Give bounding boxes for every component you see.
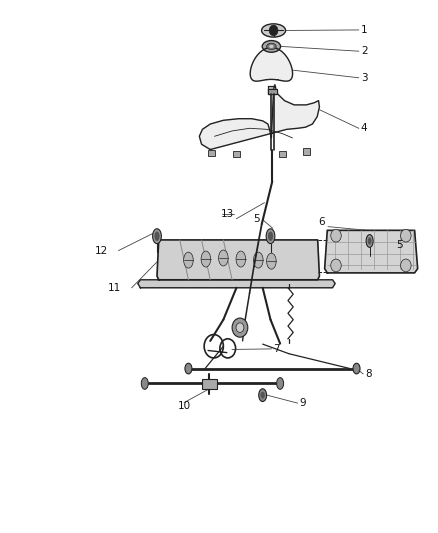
Ellipse shape	[261, 392, 265, 399]
Ellipse shape	[219, 250, 228, 266]
Ellipse shape	[268, 231, 273, 241]
Ellipse shape	[267, 43, 276, 50]
Polygon shape	[250, 47, 293, 81]
Ellipse shape	[262, 41, 281, 52]
Ellipse shape	[267, 253, 276, 269]
Ellipse shape	[277, 377, 284, 389]
Ellipse shape	[353, 364, 360, 374]
Ellipse shape	[184, 252, 193, 268]
Ellipse shape	[141, 377, 148, 389]
Text: 13: 13	[221, 209, 234, 220]
Ellipse shape	[236, 251, 246, 267]
Ellipse shape	[269, 45, 274, 48]
Text: 8: 8	[365, 369, 372, 379]
Text: 6: 6	[318, 217, 325, 228]
Ellipse shape	[366, 235, 373, 247]
Text: 4: 4	[361, 123, 367, 133]
Circle shape	[331, 259, 341, 272]
Polygon shape	[199, 85, 319, 150]
Polygon shape	[138, 280, 335, 288]
Text: 3: 3	[361, 73, 367, 83]
Circle shape	[269, 25, 278, 36]
Text: 12: 12	[95, 246, 108, 255]
Ellipse shape	[266, 229, 275, 244]
Text: 9: 9	[300, 398, 307, 408]
Text: 10: 10	[177, 401, 191, 411]
Ellipse shape	[154, 231, 159, 241]
Circle shape	[236, 323, 244, 333]
Circle shape	[401, 229, 411, 242]
Circle shape	[401, 259, 411, 272]
Polygon shape	[268, 86, 275, 94]
Polygon shape	[157, 240, 319, 280]
Bar	[233, 151, 240, 157]
Polygon shape	[268, 89, 277, 94]
Ellipse shape	[261, 24, 286, 37]
Ellipse shape	[367, 237, 371, 245]
Text: 7: 7	[274, 344, 280, 354]
Ellipse shape	[185, 364, 192, 374]
Bar	[201, 379, 217, 389]
Text: 5: 5	[253, 214, 259, 224]
Bar	[279, 151, 286, 157]
Text: 11: 11	[107, 283, 121, 293]
Ellipse shape	[201, 251, 211, 267]
Ellipse shape	[152, 229, 161, 244]
Text: 5: 5	[396, 240, 403, 250]
Bar	[303, 149, 310, 155]
Polygon shape	[325, 230, 418, 273]
Bar	[208, 150, 215, 156]
Ellipse shape	[259, 389, 267, 401]
Ellipse shape	[254, 252, 263, 268]
Text: 2: 2	[361, 46, 367, 56]
Circle shape	[331, 229, 341, 242]
Circle shape	[232, 318, 248, 337]
Text: 1: 1	[361, 25, 367, 35]
